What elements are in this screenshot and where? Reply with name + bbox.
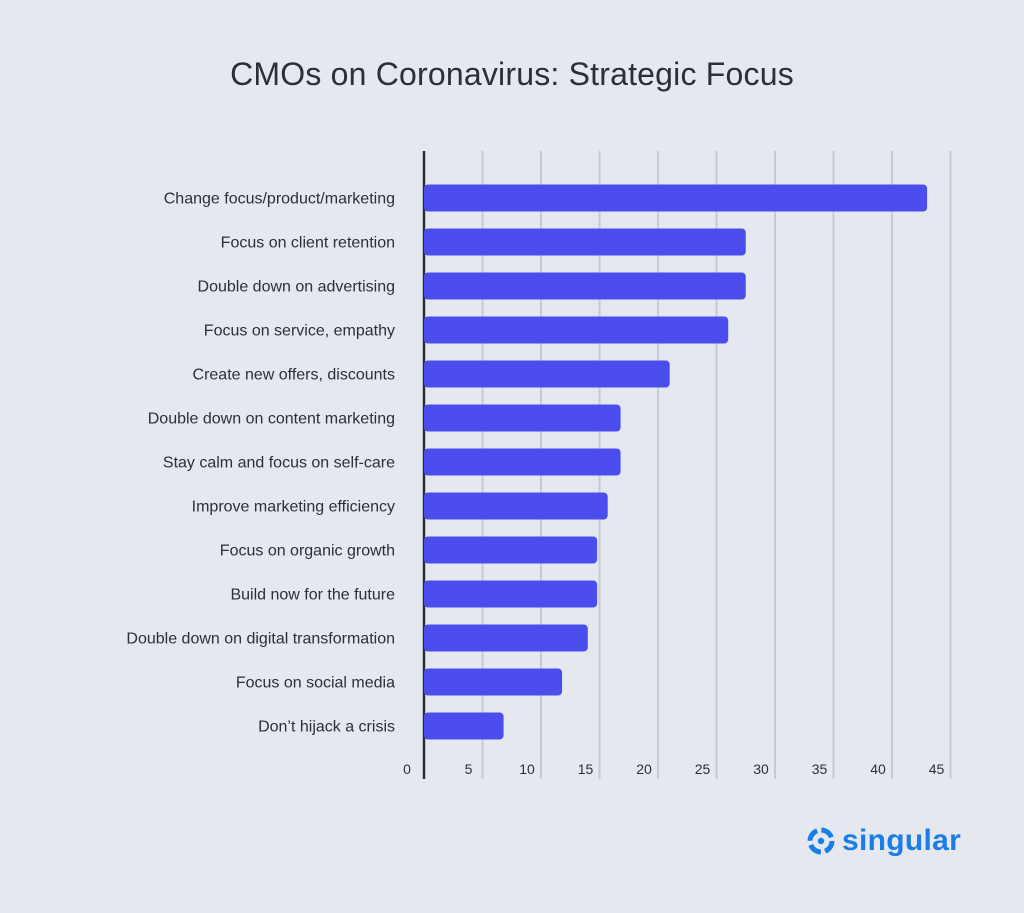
bar xyxy=(424,448,621,476)
category-label: Double down on digital transformation xyxy=(126,631,395,648)
x-tick-label: 15 xyxy=(578,761,594,777)
bar xyxy=(424,316,729,344)
x-tick-label: 35 xyxy=(812,761,828,777)
category-label: Focus on service, empathy xyxy=(204,323,395,340)
bar xyxy=(424,492,608,520)
bar xyxy=(424,228,746,256)
category-labels: Change focus/product/marketing Focus on c… xyxy=(126,191,395,736)
bar xyxy=(424,668,563,696)
bars xyxy=(424,184,928,740)
category-label: Build now for the future xyxy=(230,587,395,604)
category-label: Stay calm and focus on self-care xyxy=(163,455,395,472)
category-label: Double down on content marketing xyxy=(148,411,395,428)
x-tick-label: 40 xyxy=(870,761,886,777)
singular-logo: singular xyxy=(806,824,961,858)
brand-name: singular xyxy=(842,824,962,857)
bar xyxy=(424,536,598,564)
category-label: Focus on social media xyxy=(236,675,395,692)
bar xyxy=(424,624,588,652)
x-tick-label: 30 xyxy=(753,761,769,777)
category-label: Don’t hijack a crisis xyxy=(258,719,395,736)
category-label: Focus on client retention xyxy=(221,235,395,252)
bar xyxy=(424,272,746,300)
x-tick-label: 10 xyxy=(519,761,535,777)
bar xyxy=(424,580,598,608)
bar xyxy=(424,360,670,388)
chart-title: CMOs on Coronavirus: Strategic Focus xyxy=(230,56,794,92)
category-label: Double down on advertising xyxy=(198,279,395,296)
singular-logo-icon xyxy=(807,827,835,855)
bar xyxy=(424,184,928,212)
category-label: Focus on organic growth xyxy=(220,543,395,560)
x-tick-label: 0 xyxy=(403,761,411,777)
category-label: Change focus/product/marketing xyxy=(164,191,395,208)
bar xyxy=(424,712,504,740)
x-tick-label: 5 xyxy=(465,761,473,777)
x-tick-labels: 0 5 10 15 20 25 30 35 40 45 xyxy=(403,761,944,777)
x-tick-label: 45 xyxy=(929,761,945,777)
category-label: Create new offers, discounts xyxy=(193,367,395,384)
x-tick-label: 25 xyxy=(695,761,711,777)
category-label: Improve marketing efficiency xyxy=(192,499,395,516)
x-tick-label: 20 xyxy=(636,761,652,777)
bar xyxy=(424,404,621,432)
